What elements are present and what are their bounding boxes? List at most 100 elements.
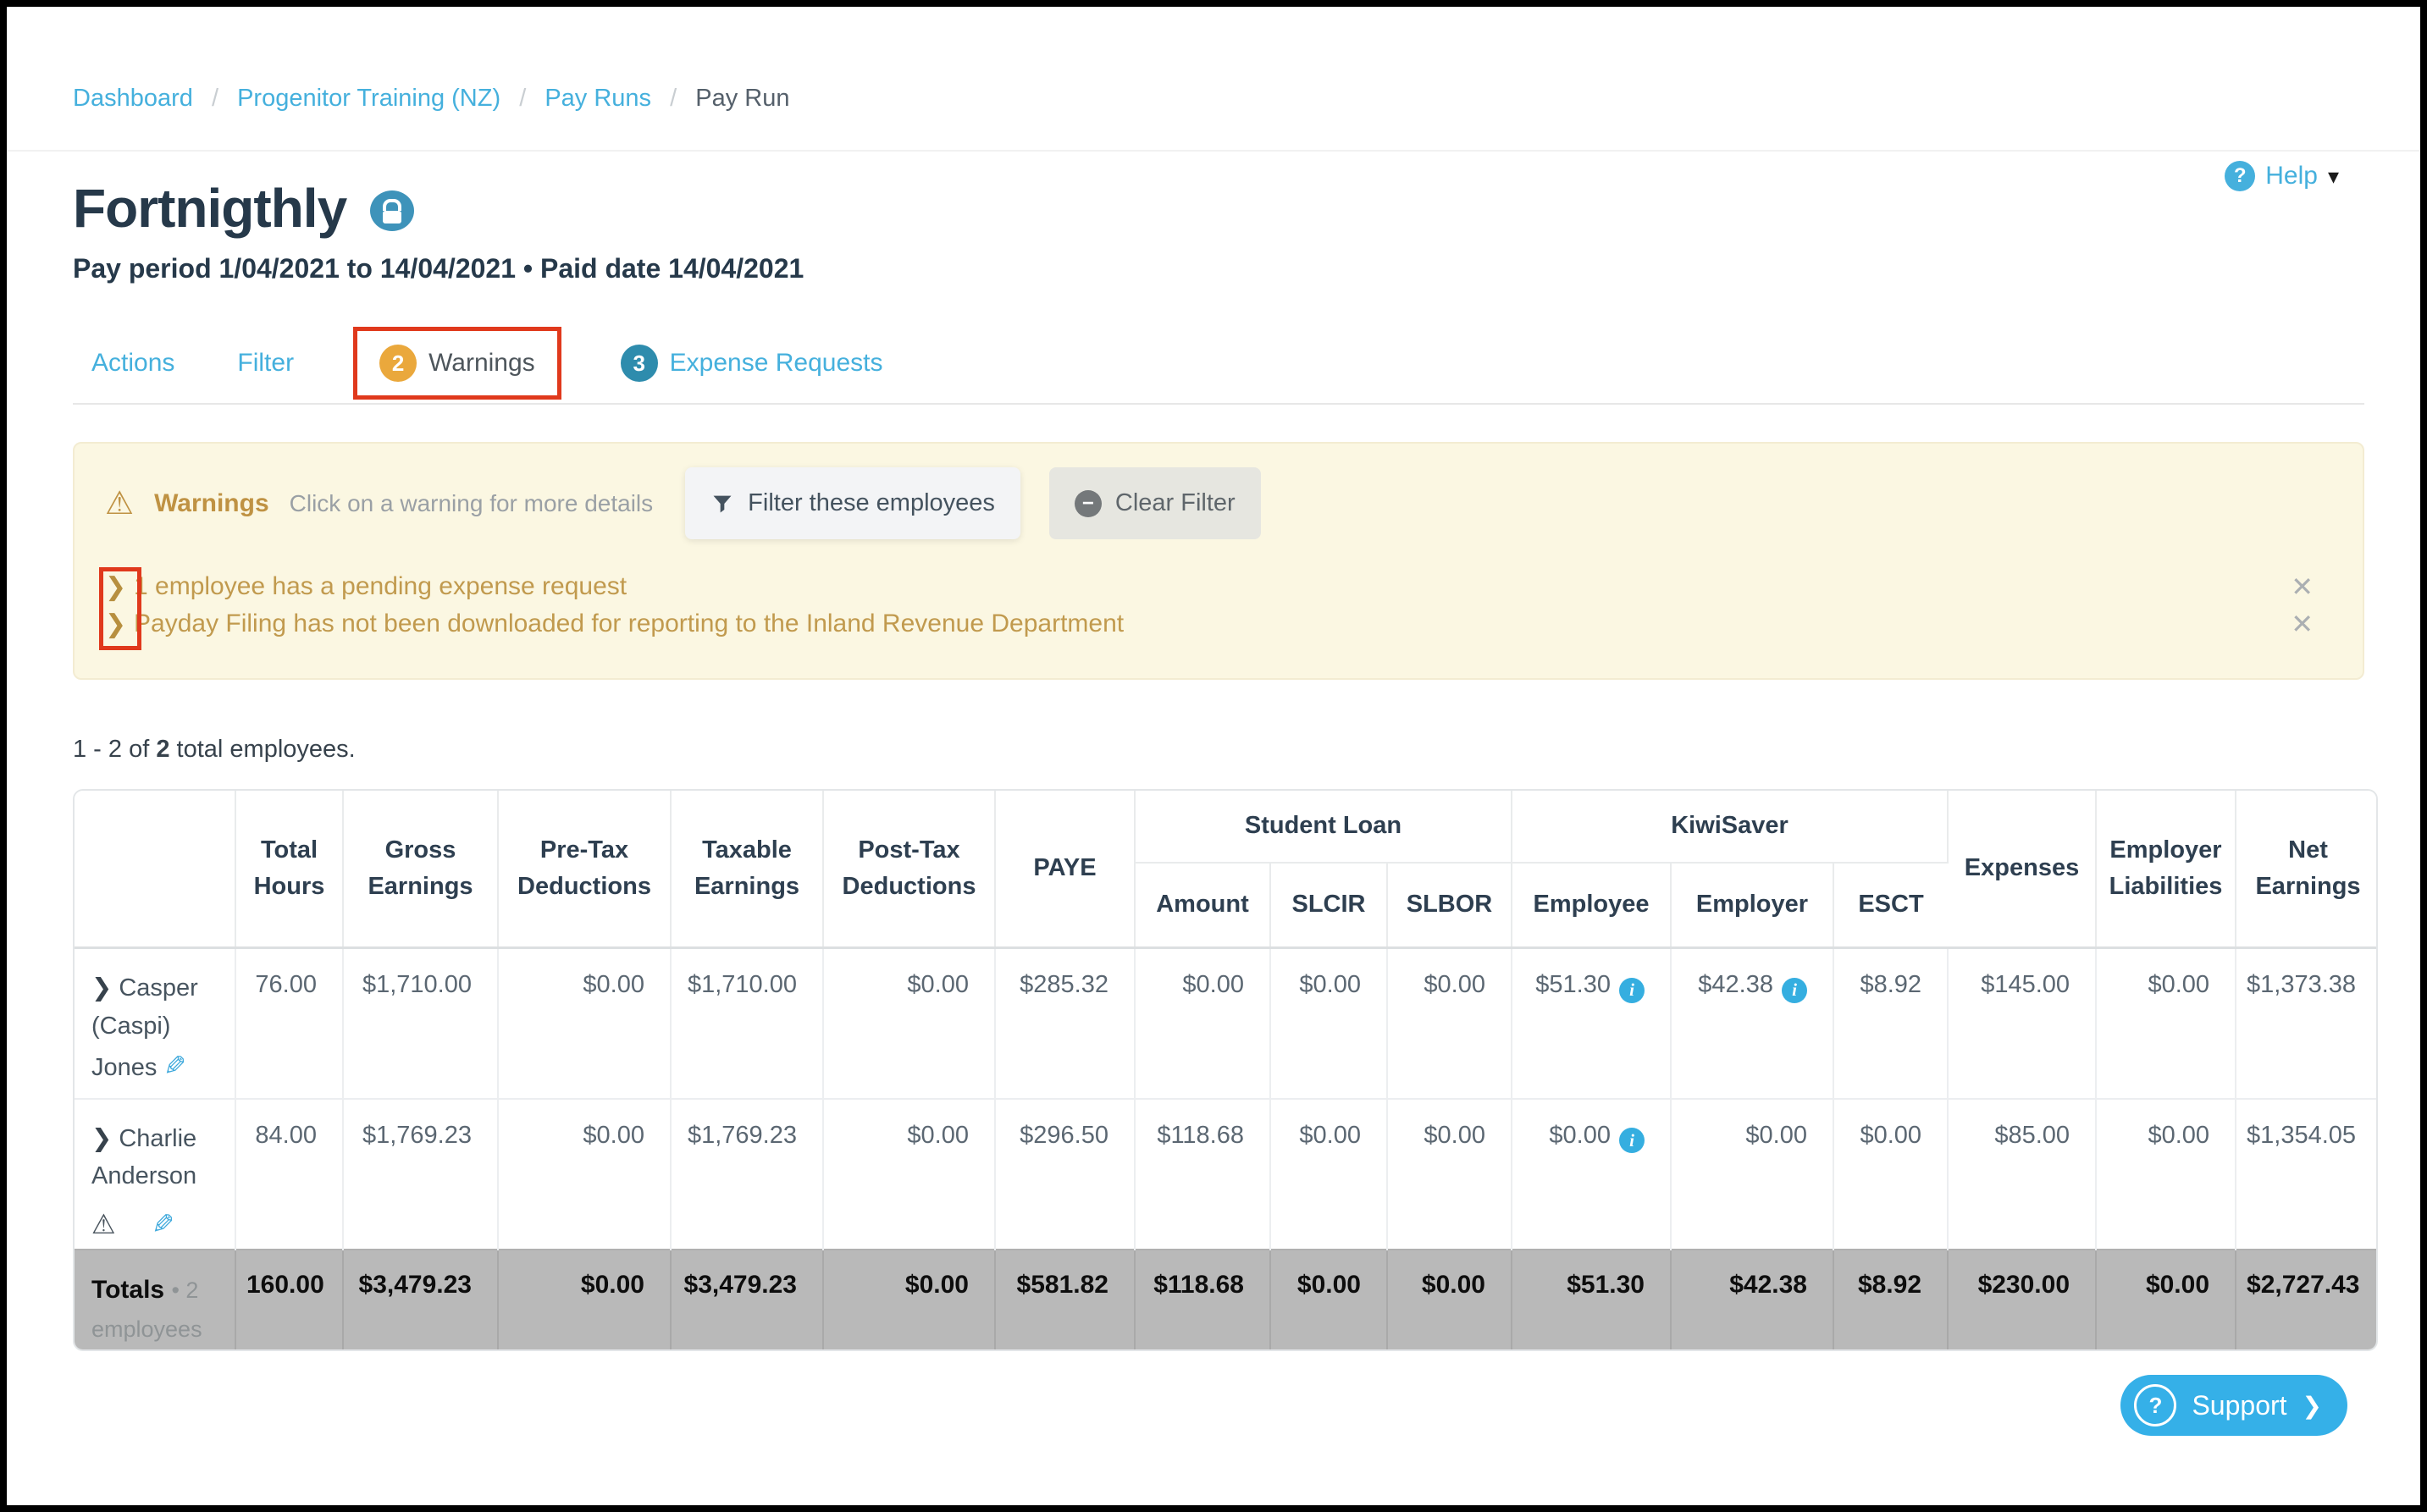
close-icon[interactable]: ✕ xyxy=(2291,609,2314,639)
warnings-panel-hint: Click on a warning for more details xyxy=(289,489,654,516)
col-taxable-earnings: Taxable Earnings xyxy=(671,791,824,949)
col-paye: PAYE xyxy=(995,791,1136,949)
close-icon[interactable]: ✕ xyxy=(2291,571,2314,602)
tab-filter[interactable]: Filter xyxy=(237,349,295,377)
cell-pre-tax-deductions: $0.00 xyxy=(498,947,672,1099)
filter-button-label: Filter these employees xyxy=(748,489,995,516)
summary-range: 1 - 2 of xyxy=(73,736,150,763)
support-help-icon: ? xyxy=(2134,1384,2177,1426)
cell-esct: $8.92 xyxy=(1833,947,1949,1099)
employee-name[interactable]: Charlie Anderson xyxy=(91,1124,197,1190)
warning-item-text[interactable]: Payday Filing has not been downloaded fo… xyxy=(134,610,1125,637)
lock-icon xyxy=(370,190,415,231)
cell-taxable-earnings: $1,710.00 xyxy=(671,947,824,1099)
col-total-hours: Total Hours xyxy=(235,791,344,949)
breadcrumb-separator: / xyxy=(211,85,218,112)
pay-period-subtitle: Pay period 1/04/2021 to 14/04/2021 • Pai… xyxy=(73,253,804,284)
summary-suffix: total employees. xyxy=(176,736,356,763)
cell-sl-amount: $118.68 xyxy=(1135,1248,1271,1349)
breadcrumb-dashboard[interactable]: Dashboard xyxy=(73,85,193,112)
clear-filter-label: Clear Filter xyxy=(1114,489,1236,516)
tab-expense-requests-label: Expense Requests xyxy=(669,349,883,377)
tab-warnings[interactable]: 2 Warnings xyxy=(379,345,535,382)
group-kiwisaver: KiwiSaver xyxy=(1512,791,1949,864)
table-row: ❯ Charlie Anderson ⚠ ✎ 84.00 $1,769.23 $0.… xyxy=(75,1097,2376,1250)
warnings-list: ❯ 1 employee has a pending expense reque… xyxy=(99,567,2329,650)
filter-these-employees-button[interactable]: Filter these employees xyxy=(685,467,1020,539)
cell-expenses: $145.00 xyxy=(1948,947,2098,1099)
tab-expense-requests[interactable]: 3 Expense Requests xyxy=(620,345,883,382)
help-icon: ? xyxy=(2225,161,2256,191)
chevron-right-icon[interactable]: ❯ xyxy=(105,610,127,638)
cell-esct: $0.00 xyxy=(1833,1097,1949,1250)
col-expenses: Expenses xyxy=(1948,791,2098,949)
employee-name[interactable]: Casper (Caspi) Jones xyxy=(91,974,198,1081)
col-post-tax-deductions: Post-Tax Deductions xyxy=(823,791,996,949)
info-icon[interactable]: i xyxy=(1782,977,1807,1003)
breadcrumb-organisation[interactable]: Progenitor Training (NZ) xyxy=(237,85,501,112)
col-slcir: SLCIR xyxy=(1270,863,1388,949)
chevron-right-icon[interactable]: ❯ xyxy=(105,572,127,601)
edit-pencil-icon[interactable]: ✎ xyxy=(163,1050,187,1081)
col-slbor: SLBOR xyxy=(1387,863,1512,949)
warning-item-text[interactable]: 1 employee has a pending expense request xyxy=(134,572,627,600)
col-esct: ESCT xyxy=(1833,863,1949,949)
group-student-loan: Student Loan xyxy=(1135,791,1512,864)
cell-slcir: $0.00 xyxy=(1270,947,1388,1099)
cell-expenses: $85.00 xyxy=(1948,1097,2098,1250)
warning-item: ❯ Payday Filing has not been downloaded … xyxy=(105,605,2329,643)
cell-total-hours: 84.00 xyxy=(235,1097,344,1250)
col-net-earnings: Net Earnings xyxy=(2236,791,2376,949)
cell-paye: $296.50 xyxy=(995,1097,1136,1250)
cell-pre-tax-deductions: $0.00 xyxy=(498,1248,672,1349)
tab-actions[interactable]: Actions xyxy=(91,349,175,377)
col-ks-employer: Employer xyxy=(1671,863,1834,949)
cell-gross-earnings: $1,769.23 xyxy=(343,1097,499,1250)
cell-ks-employer: $42.38 xyxy=(1671,1248,1834,1349)
support-button[interactable]: ? Support ❯ xyxy=(2120,1375,2347,1436)
ks-employer-value: $42.38 xyxy=(1698,971,1773,998)
summary-total: 2 xyxy=(156,736,170,763)
breadcrumb-pay-runs[interactable]: Pay Runs xyxy=(545,85,652,112)
expand-row-icon[interactable]: ❯ xyxy=(91,974,113,1002)
cell-taxable-earnings: $3,479.23 xyxy=(671,1248,824,1349)
info-icon[interactable]: i xyxy=(1619,1128,1645,1153)
cell-post-tax-deductions: $0.00 xyxy=(823,1248,996,1349)
cell-slcir: $0.00 xyxy=(1270,1248,1388,1349)
employee-column-header xyxy=(75,791,236,949)
breadcrumb-current: Pay Run xyxy=(695,85,790,112)
cell-gross-earnings: $1,710.00 xyxy=(343,947,499,1099)
breadcrumb-separator: / xyxy=(519,85,527,112)
expand-row-icon[interactable]: ❯ xyxy=(91,1124,113,1152)
cell-ks-employee: $51.30 xyxy=(1512,1248,1672,1349)
col-pre-tax-deductions: Pre-Tax Deductions xyxy=(498,791,672,949)
cell-post-tax-deductions: $0.00 xyxy=(823,1097,996,1250)
cell-slbor: $0.00 xyxy=(1387,1097,1512,1250)
edit-pencil-icon[interactable]: ✎ xyxy=(151,1209,174,1240)
cell-slbor: $0.00 xyxy=(1387,947,1512,1099)
cell-totals-label: Totals • 2 employees xyxy=(75,1248,236,1349)
ks-employee-value: $0.00 xyxy=(1549,1121,1611,1149)
page-title: Fortnigthly xyxy=(73,178,347,239)
chevron-right-icon: ❯ xyxy=(2302,1392,2322,1419)
totals-row: Totals • 2 employees 160.00 $3,479.23 $0… xyxy=(75,1248,2376,1349)
info-icon[interactable]: i xyxy=(1619,977,1645,1003)
cell-employer-liabilities: $0.00 xyxy=(2096,947,2237,1099)
clear-filter-button[interactable]: − Clear Filter xyxy=(1048,467,1261,539)
clear-filter-icon: − xyxy=(1074,489,1102,517)
cell-paye: $581.82 xyxy=(995,1248,1136,1349)
help-label: Help xyxy=(2265,162,2318,190)
cell-employer-liabilities: $0.00 xyxy=(2096,1097,2237,1250)
ks-employee-value: $51.30 xyxy=(1535,971,1611,998)
warning-item: ❯ 1 employee has a pending expense reque… xyxy=(105,568,2329,605)
cell-total-hours: 76.00 xyxy=(235,947,344,1099)
cell-net-earnings: $1,354.05 xyxy=(2236,1097,2376,1250)
cell-sl-amount: $118.68 xyxy=(1135,1097,1271,1250)
cell-post-tax-deductions: $0.00 xyxy=(823,947,996,1099)
employee-count-summary: 1 - 2 of 2 total employees. xyxy=(73,736,2364,764)
totals-label: Totals xyxy=(91,1275,165,1304)
warning-triangle-icon[interactable]: ⚠ xyxy=(91,1209,116,1240)
help-menu[interactable]: ? Help ▾ xyxy=(2225,161,2339,191)
filter-funnel-icon xyxy=(713,495,732,512)
cell-gross-earnings: $3,479.23 xyxy=(343,1248,499,1349)
